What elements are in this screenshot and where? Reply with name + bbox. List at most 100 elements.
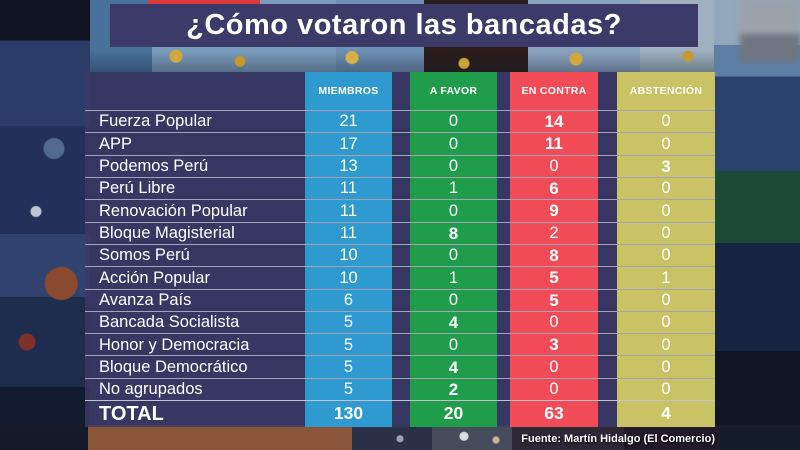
en-contra-value: 14 [510,111,598,133]
party-name: Avanza País [99,290,192,309]
abstencion-value: 0 [617,244,715,267]
en-contra-value: 0 [510,378,598,401]
table-row: Avanza País 6 0 5 0 [85,288,715,311]
a-favor-value: 4 [410,356,497,378]
abstencion-value: 0 [617,200,715,222]
en-contra-value: 0 [510,155,598,177]
a-favor-value: 1 [410,267,497,289]
en-contra-value: 5 [510,289,598,311]
title-banner: ¿Cómo votaron las bancadas? [110,4,698,47]
party-name: Renovación Popular [99,201,248,220]
abstencion-value: 0 [617,356,715,378]
en-contra-value: 0 [510,356,598,378]
en-contra-value: 8 [510,244,598,267]
party-name: APP [99,134,133,153]
miembros-value: 13 [305,155,392,177]
table-row: Acción Popular 10 1 5 1 [85,266,715,289]
en-contra-value: 3 [510,334,598,356]
photo-bottom-strip [0,425,800,450]
table-body: Fuerza Popular 21 0 14 0 APP 17 0 11 0 P… [85,110,715,401]
en-contra-value: 0 [510,311,598,334]
column-header-a-favor: A FAVOR [410,72,497,110]
page-title: ¿Cómo votaron las bancadas? [186,9,622,41]
miembros-value: 6 [305,289,392,311]
abstencion-value: 0 [617,177,715,200]
en-contra-value: 2 [510,222,598,244]
abstencion-value: 0 [617,111,715,133]
a-favor-value: 1 [410,177,497,200]
table-row: Bloque Magisterial 11 8 2 0 [85,221,715,244]
total-abstencion: 4 [617,401,715,427]
a-favor-value: 0 [410,155,497,177]
abstencion-value: 1 [617,267,715,289]
miembros-value: 5 [305,356,392,378]
total-miembros: 130 [305,401,392,427]
a-favor-value: 0 [410,133,497,155]
party-name: Acción Popular [99,268,210,287]
miembros-value: 5 [305,334,392,356]
a-favor-value: 0 [410,111,497,133]
table-row: APP 17 0 11 0 [85,132,715,155]
a-favor-value: 8 [410,222,497,244]
miembros-value: 10 [305,267,392,289]
party-name: No agrupados [99,380,203,399]
photo-red-banner [148,0,260,6]
party-name: Honor y Democracia [99,335,250,354]
table-row: Podemos Perú 13 0 0 3 [85,154,715,177]
photo-left-strip [0,0,90,450]
party-name: Bloque Democrático [99,357,248,376]
column-header-miembros: MIEMBROS [305,72,392,110]
table-row: Fuerza Popular 21 0 14 0 [85,110,715,133]
abstencion-value: 0 [617,378,715,401]
en-contra-value: 9 [510,200,598,222]
a-favor-value: 0 [410,334,497,356]
source-credit: Fuente: Martín Hidalgo (El Comercio) [521,433,715,445]
voting-table: MIEMBROS A FAVOR EN CONTRA ABSTENCIÓN Fu… [85,72,715,427]
party-name: Podemos Perú [99,157,209,176]
column-header-en-contra: EN CONTRA [510,72,598,110]
miembros-value: 21 [305,111,392,133]
party-name: Bloque Magisterial [99,223,235,242]
a-favor-value: 4 [410,311,497,334]
en-contra-value: 5 [510,267,598,289]
miembros-value: 10 [305,244,392,267]
table-row: Honor y Democracia 5 0 3 0 [85,333,715,356]
abstencion-value: 0 [617,222,715,244]
table-row: Perú Libre 11 1 6 0 [85,176,715,200]
a-favor-value: 0 [410,289,497,311]
table-row: Bloque Democrático 5 4 0 0 [85,355,715,378]
abstencion-value: 0 [617,289,715,311]
miembros-value: 5 [305,378,392,401]
table-row: Somos Perú 10 0 8 0 [85,243,715,267]
en-contra-value: 6 [510,177,598,200]
total-en-contra: 63 [510,401,598,427]
miembros-value: 5 [305,311,392,334]
table-row: No agrupados 5 2 0 0 [85,377,715,401]
miembros-value: 17 [305,133,392,155]
table-row: Renovación Popular 11 0 9 0 [85,199,715,222]
total-row: TOTAL 130 20 63 4 [85,400,715,427]
table-row: Bancada Socialista 5 4 0 0 [85,310,715,334]
party-name: Somos Perú [99,246,190,265]
party-column-header [85,72,305,110]
a-favor-value: 2 [410,378,497,401]
miembros-value: 11 [305,200,392,222]
table-header-row: MIEMBROS A FAVOR EN CONTRA ABSTENCIÓN [85,72,715,110]
party-name: Bancada Socialista [99,313,240,332]
abstencion-value: 0 [617,311,715,334]
abstencion-value: 0 [617,133,715,155]
photo-right-strip [714,0,800,450]
total-a-favor: 20 [410,401,497,427]
miembros-value: 11 [305,222,392,244]
party-name: Perú Libre [99,179,176,198]
abstencion-value: 3 [617,155,715,177]
column-header-abstencion: ABSTENCIÓN [617,72,715,110]
party-name: Fuerza Popular [99,112,212,131]
abstencion-value: 0 [617,334,715,356]
total-label: TOTAL [99,403,164,425]
a-favor-value: 0 [410,200,497,222]
a-favor-value: 0 [410,244,497,267]
miembros-value: 11 [305,177,392,200]
en-contra-value: 11 [510,133,598,155]
